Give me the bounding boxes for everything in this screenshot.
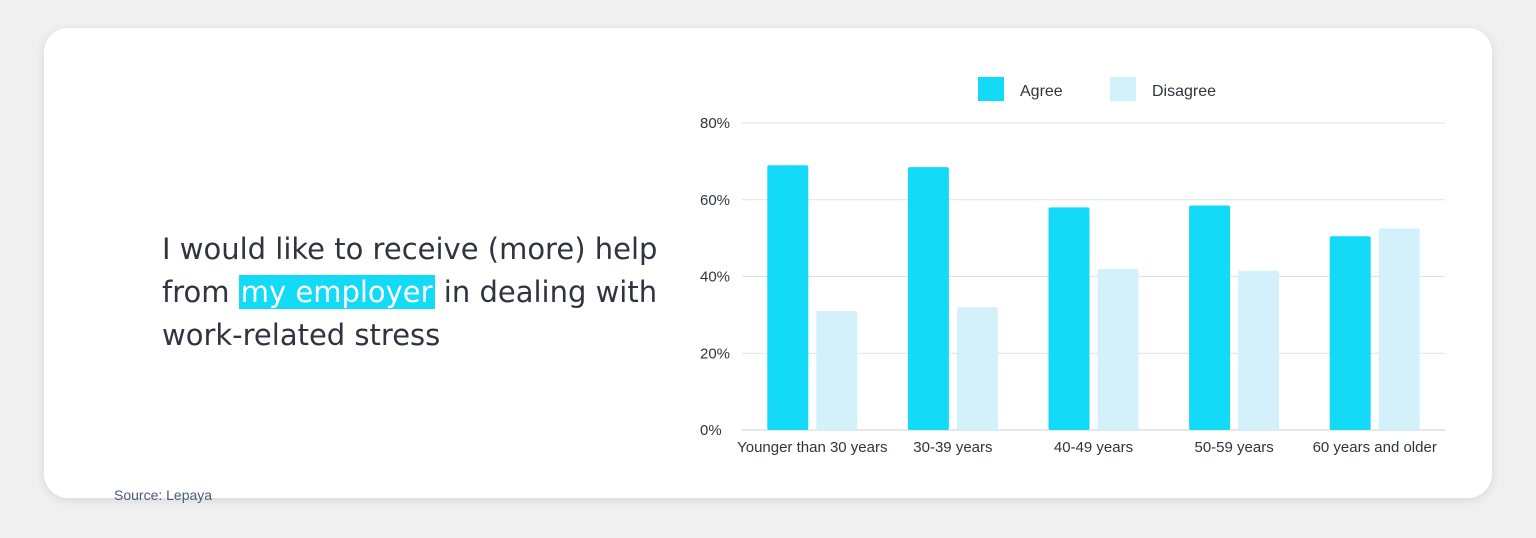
x-tick-label: 50-59 years <box>1194 439 1273 456</box>
legend-swatch-agree <box>978 77 1004 101</box>
statement-text-before: I would like to receive (more) help from <box>162 232 658 309</box>
legend-label-disagree: Disagree <box>1152 83 1216 100</box>
y-tick-label: 40% <box>700 269 730 286</box>
y-tick-label: 0% <box>700 422 722 439</box>
bar-disagree <box>1378 228 1420 430</box>
x-tick-label: Younger than 30 years <box>737 439 887 456</box>
legend-label-agree: Agree <box>1020 83 1063 100</box>
bar-agree <box>1189 205 1231 430</box>
legend-swatch-disagree <box>1110 77 1136 101</box>
bar-agree <box>1329 236 1371 430</box>
statement-highlight: my employer <box>238 275 435 309</box>
statement-text-after: in dealing with work-related stress <box>162 275 658 352</box>
bar-agree <box>907 167 949 430</box>
bar-chart: 0% 20% 40% 60% 80% Younger than 30 years 30-39… <box>700 77 1445 456</box>
x-tick-label: 60 years and older <box>1313 439 1437 456</box>
y-tick-label: 20% <box>700 345 730 362</box>
survey-statement: I would like to receive (more) help from… <box>162 228 662 357</box>
bar-disagree <box>1097 268 1139 430</box>
x-tick-label: 40-49 years <box>1054 439 1133 456</box>
bar-disagree <box>1238 270 1280 430</box>
bar-agree <box>767 165 809 430</box>
bar-disagree <box>816 311 858 430</box>
bar-agree <box>1048 207 1090 430</box>
y-tick-label: 60% <box>700 192 730 209</box>
x-tick-label: 30-39 years <box>913 439 992 456</box>
y-tick-label: 80% <box>700 115 730 132</box>
bar-disagree <box>956 307 998 430</box>
source-note: Source: Lepaya <box>114 487 213 503</box>
